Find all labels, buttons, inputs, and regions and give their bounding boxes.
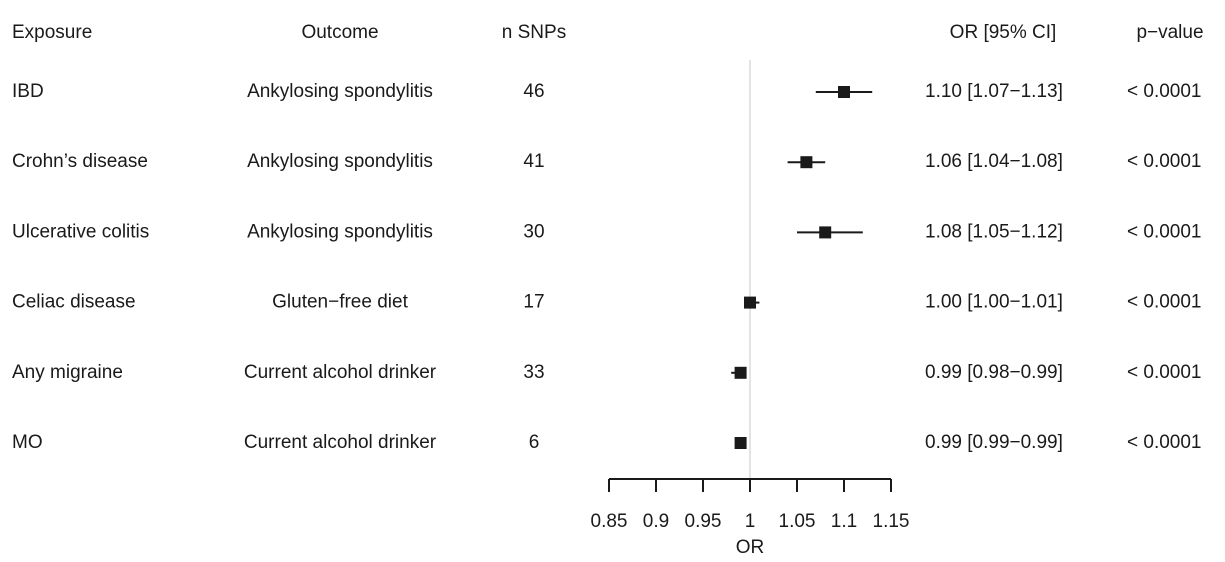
x-tick-label: 0.85 [591, 511, 628, 532]
or-ci-label: 0.99 [0.99−0.99] [925, 432, 1063, 453]
x-tick-label: 1.1 [831, 511, 857, 532]
exposure: Ulcerative colitis [12, 221, 149, 242]
n-snps: 17 [523, 292, 544, 313]
or-ci-label: 1.10 [1.07−1.13] [925, 81, 1063, 102]
p-value: < 0.0001 [1127, 292, 1202, 313]
n-snps: 41 [523, 151, 544, 172]
outcome: Ankylosing spondylitis [247, 81, 433, 102]
point-estimate [800, 156, 813, 169]
or-ci-label: 0.99 [0.98−0.99] [925, 362, 1063, 383]
column-header: Outcome [301, 22, 378, 43]
outcome: Gluten−free diet [272, 292, 408, 313]
column-header: p−value [1136, 22, 1203, 43]
outcome: Ankylosing spondylitis [247, 151, 433, 172]
p-value: < 0.0001 [1127, 221, 1202, 242]
column-header: OR [95% CI] [950, 22, 1057, 43]
n-snps: 33 [523, 362, 544, 383]
x-tick-label: 0.9 [643, 511, 669, 532]
n-snps: 30 [523, 221, 544, 242]
outcome: Current alcohol drinker [244, 432, 437, 453]
outcome: Ankylosing spondylitis [247, 221, 433, 242]
exposure: MO [12, 432, 43, 453]
x-tick-label: 1.15 [873, 511, 910, 532]
x-tick-label: 0.95 [685, 511, 722, 532]
x-axis-label: OR [736, 537, 765, 558]
p-value: < 0.0001 [1127, 362, 1202, 383]
point-estimate [734, 366, 747, 379]
point-estimate [744, 296, 756, 309]
p-value: < 0.0001 [1127, 151, 1202, 172]
x-tick-label: 1 [745, 511, 756, 532]
p-value: < 0.0001 [1127, 81, 1202, 102]
n-snps: 46 [523, 81, 544, 102]
point-estimate [819, 226, 832, 239]
exposure: Crohn’s disease [12, 151, 148, 172]
x-tick-label: 1.05 [779, 511, 816, 532]
column-header: n SNPs [502, 22, 566, 43]
column-header: Exposure [12, 22, 92, 43]
point-estimate [838, 86, 850, 98]
exposure: IBD [12, 81, 44, 102]
p-value: < 0.0001 [1127, 432, 1202, 453]
point-estimate [734, 437, 747, 449]
n-snps: 6 [529, 432, 540, 453]
exposure: Celiac disease [12, 292, 136, 313]
outcome: Current alcohol drinker [244, 362, 437, 383]
or-ci-label: 1.00 [1.00−1.01] [925, 292, 1063, 313]
exposure: Any migraine [12, 362, 123, 383]
or-ci-label: 1.08 [1.05−1.12] [925, 221, 1063, 242]
or-ci-label: 1.06 [1.04−1.08] [925, 151, 1063, 172]
